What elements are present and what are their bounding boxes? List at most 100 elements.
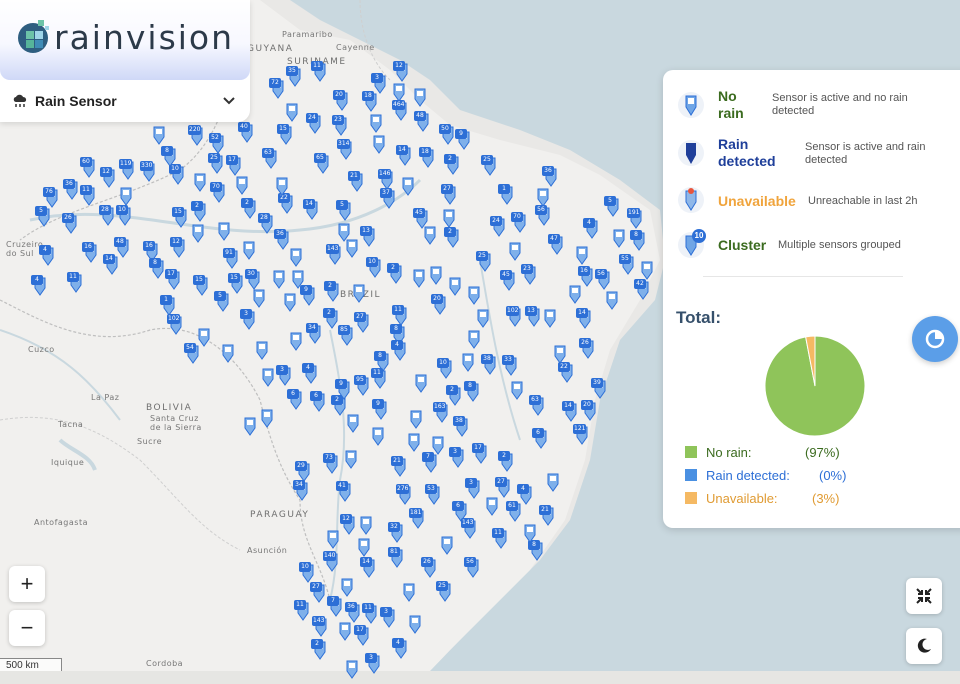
sensor-marker[interactable]: 4 [392, 638, 407, 659]
sensor-marker[interactable]: 21 [391, 456, 406, 477]
sensor-marker[interactable]: 34 [306, 323, 321, 344]
sensor-marker[interactable]: 3 [380, 607, 395, 628]
dark-mode-toggle[interactable] [906, 628, 942, 664]
sensor-marker[interactable] [346, 659, 358, 679]
sensor-marker[interactable]: 4 [517, 484, 532, 505]
sensor-marker[interactable] [370, 113, 382, 133]
collapse-button[interactable] [906, 578, 942, 614]
sensor-marker[interactable]: 102 [506, 306, 521, 327]
sensor-marker[interactable] [403, 582, 415, 602]
sensor-marker[interactable]: 4 [391, 340, 406, 361]
sensor-marker[interactable] [413, 268, 425, 288]
sensor-marker[interactable]: 12 [100, 167, 115, 188]
sensor-marker[interactable] [402, 176, 414, 196]
sensor-marker[interactable]: 20 [581, 400, 596, 421]
sensor-marker[interactable]: 220 [188, 125, 203, 146]
sensor-marker[interactable] [547, 472, 559, 492]
zoom-out-button[interactable]: − [9, 610, 45, 646]
sensor-marker[interactable] [284, 292, 296, 312]
sensor-marker[interactable]: 54 [184, 343, 199, 364]
sensor-marker[interactable]: 11 [311, 61, 326, 82]
sensor-marker[interactable]: 5 [35, 206, 50, 227]
sensor-marker[interactable]: 3 [240, 309, 255, 330]
sensor-marker[interactable]: 25 [208, 153, 223, 174]
sensor-marker[interactable]: 14 [396, 145, 411, 166]
sensor-marker[interactable]: 5 [214, 291, 229, 312]
sensor-marker[interactable]: 28 [99, 205, 114, 226]
sensor-marker[interactable]: 20 [431, 294, 446, 315]
sensor-marker[interactable] [424, 225, 436, 245]
sensor-marker[interactable] [358, 537, 370, 557]
sensor-marker[interactable]: 3 [465, 478, 480, 499]
sensor-marker[interactable] [509, 241, 521, 261]
sensor-marker[interactable]: 52 [209, 133, 224, 154]
sensor-marker[interactable] [441, 535, 453, 555]
sensor-marker[interactable] [346, 238, 358, 258]
sensor-marker[interactable]: 55 [619, 254, 634, 275]
sensor-marker[interactable]: 330 [140, 161, 155, 182]
sensor-marker[interactable]: 41 [336, 481, 351, 502]
sensor-marker[interactable] [345, 449, 357, 469]
sensor-marker[interactable]: 17 [354, 625, 369, 646]
sensor-marker[interactable]: 81 [388, 547, 403, 568]
sensor-marker[interactable] [393, 82, 405, 102]
sensor-marker[interactable]: 14 [360, 557, 375, 578]
sensor-marker[interactable]: 22 [278, 193, 293, 214]
sensor-marker[interactable]: 4 [31, 275, 46, 296]
sensor-marker[interactable]: 11 [80, 185, 95, 206]
sensor-marker[interactable] [253, 288, 265, 308]
sensor-marker[interactable]: 121 [573, 424, 588, 445]
sensor-marker[interactable]: 2 [444, 154, 459, 175]
sensor-marker[interactable]: 38 [453, 416, 468, 437]
sensor-marker[interactable]: 5 [336, 200, 351, 221]
sensor-marker[interactable]: 5 [604, 196, 619, 217]
sensor-marker[interactable] [194, 172, 206, 192]
sensor-marker[interactable]: 39 [591, 378, 606, 399]
sensor-marker[interactable]: 45 [500, 270, 515, 291]
sensor-marker[interactable]: 314 [337, 139, 352, 160]
sensor-marker[interactable] [292, 269, 304, 289]
sensor-marker[interactable]: 34 [293, 480, 308, 501]
sensor-marker[interactable]: 17 [472, 443, 487, 464]
sensor-marker[interactable]: 91 [223, 248, 238, 269]
sensor-marker[interactable]: 140 [323, 551, 338, 572]
sensor-marker[interactable]: 16 [82, 242, 97, 263]
sensor-marker[interactable] [347, 413, 359, 433]
sensor-marker[interactable]: 14 [576, 308, 591, 329]
sensor-marker[interactable]: 35 [286, 66, 301, 87]
sensor-marker[interactable]: 28 [258, 213, 273, 234]
sensor-marker[interactable]: 2 [323, 308, 338, 329]
sensor-marker[interactable]: 25 [481, 155, 496, 176]
sensor-marker[interactable]: 3 [371, 73, 386, 94]
sensor-marker[interactable] [569, 284, 581, 304]
sensor-marker[interactable]: 25 [476, 251, 491, 272]
sensor-marker[interactable]: 11 [492, 528, 507, 549]
sensor-marker[interactable]: 21 [539, 505, 554, 526]
sensor-marker[interactable]: 9 [455, 129, 470, 150]
sensor-marker[interactable]: 6 [310, 391, 325, 412]
sensor-marker[interactable]: 10 [116, 205, 131, 226]
sensor-marker[interactable] [243, 240, 255, 260]
sensor-marker[interactable] [524, 523, 536, 543]
sensor-marker[interactable] [218, 221, 230, 241]
sensor-marker[interactable] [486, 496, 498, 516]
sensor-marker[interactable]: 15 [277, 124, 292, 145]
sensor-marker[interactable] [606, 290, 618, 310]
sensor-marker[interactable]: 11 [362, 603, 377, 624]
sensor-marker[interactable] [544, 308, 556, 328]
sensor-marker[interactable]: 6 [287, 389, 302, 410]
sensor-marker[interactable] [372, 426, 384, 446]
sensor-marker[interactable]: 2 [191, 201, 206, 222]
sensor-marker[interactable]: 27 [495, 477, 510, 498]
sensor-marker[interactable]: 11 [294, 600, 309, 621]
sensor-marker[interactable]: 56 [464, 557, 479, 578]
sensor-marker[interactable]: 2 [446, 385, 461, 406]
sensor-marker[interactable]: 12 [340, 514, 355, 535]
sensor-marker[interactable]: 25 [436, 581, 451, 602]
sensor-marker[interactable] [468, 285, 480, 305]
sensor-marker[interactable] [244, 416, 256, 436]
sensor-marker[interactable]: 14 [103, 254, 118, 275]
sensor-marker[interactable] [462, 352, 474, 372]
toggle-stats-button[interactable] [912, 316, 958, 362]
sensor-marker[interactable]: 45 [413, 208, 428, 229]
